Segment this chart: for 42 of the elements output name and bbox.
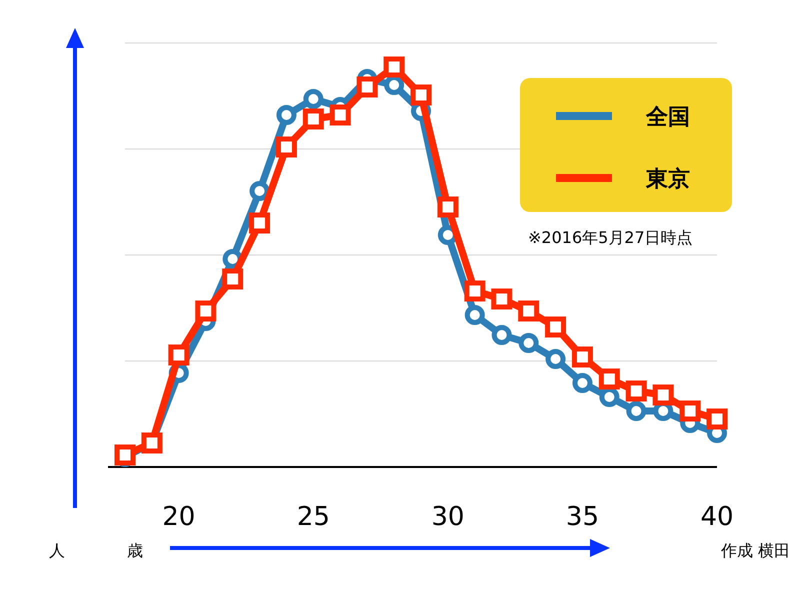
x-axis-title: 歳 [127, 541, 143, 560]
legend-label: 東京 [645, 166, 690, 192]
point [222, 268, 244, 290]
point [545, 316, 566, 338]
point [384, 56, 405, 78]
point [356, 76, 378, 98]
point [680, 400, 701, 422]
point [303, 89, 324, 109]
point [250, 181, 270, 201]
point [572, 346, 593, 368]
point [464, 280, 486, 302]
point [492, 325, 512, 345]
point [249, 212, 270, 234]
x-tick-label: 30 [431, 502, 464, 532]
point [114, 444, 136, 466]
annotation: ※2016年5月27日時点 [528, 228, 693, 247]
point [302, 108, 324, 130]
x-tick-label: 25 [296, 502, 330, 532]
x-tick-label: 40 [700, 502, 734, 532]
legend-label: 全国 [645, 105, 690, 130]
point [168, 344, 190, 366]
point [546, 349, 566, 369]
x-tick-label: 20 [162, 502, 196, 532]
point [572, 373, 592, 393]
point [652, 384, 674, 406]
text: 作成 横田 [720, 541, 790, 560]
point [626, 401, 646, 421]
point [276, 136, 297, 158]
point [626, 380, 647, 402]
point [491, 288, 512, 310]
point [437, 196, 458, 218]
point [598, 368, 620, 390]
x-tick-label: 35 [566, 502, 599, 532]
point [410, 84, 432, 106]
point [706, 408, 728, 430]
point [518, 333, 539, 353]
point [330, 104, 351, 126]
point [276, 105, 296, 125]
point [195, 300, 216, 322]
point [518, 300, 540, 322]
y-axis-title: 人 [49, 541, 65, 560]
point [464, 305, 485, 325]
